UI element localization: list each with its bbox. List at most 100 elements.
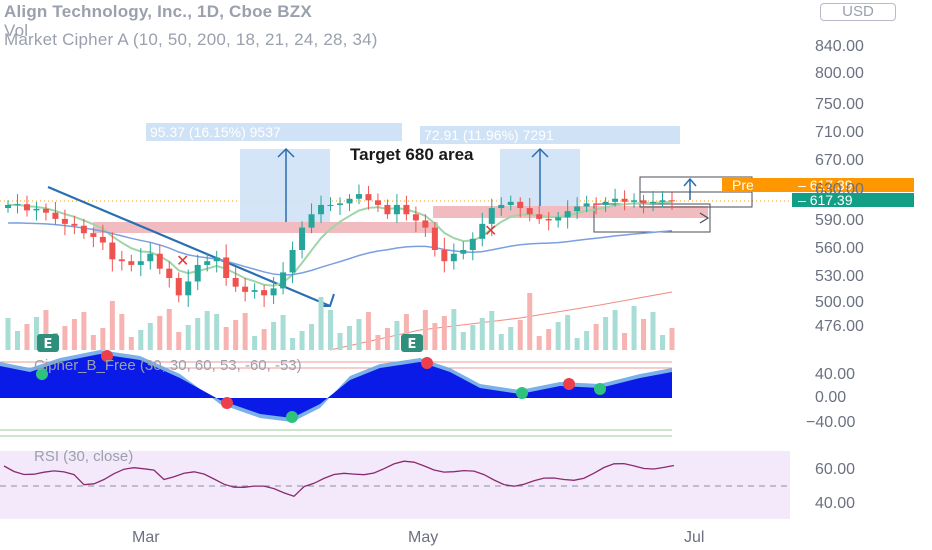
rsi-band [0, 451, 790, 519]
volume-bar [147, 323, 153, 350]
candle-body [555, 217, 562, 221]
candle-body [488, 208, 495, 224]
volume-bar [574, 338, 580, 350]
cipher-b-label: Cipher_B_Free (30, 30, 60, 53, -60, -53) [34, 357, 302, 374]
rsi-label: RSI (30, close) [34, 448, 134, 465]
volume-bar [660, 335, 666, 350]
candle-body [99, 236, 106, 243]
month-label-jul: Jul [684, 529, 705, 546]
price-axis-label: 476.00 [815, 318, 864, 335]
volume-bar [593, 324, 599, 350]
volume-bar [451, 309, 457, 350]
candle-body [337, 203, 343, 205]
volume-bar [290, 338, 296, 350]
candle-body [175, 278, 182, 296]
volume-bar [489, 311, 495, 350]
candle-body [194, 264, 201, 282]
candle-body [640, 200, 647, 204]
candle-body [479, 223, 486, 239]
volume-bar [432, 323, 438, 350]
volume-bar [299, 331, 305, 350]
candle-body [631, 200, 638, 202]
candle-body [650, 201, 657, 204]
candle-body [156, 253, 163, 269]
candle-body [308, 214, 315, 228]
volume-bar [641, 319, 647, 350]
earnings-marker-2[interactable]: E [401, 334, 423, 352]
candle-body [393, 204, 400, 215]
volume-bar [223, 327, 229, 350]
volume-bars [5, 293, 675, 350]
candle-body [23, 204, 30, 211]
candle-body [242, 286, 249, 292]
volume-bar [119, 314, 125, 350]
candle-body [137, 261, 144, 265]
volume-bar [90, 335, 96, 350]
candle-body [498, 204, 505, 209]
volume-bar [214, 314, 220, 350]
candle-body [185, 281, 192, 296]
volume-bar [24, 324, 30, 350]
candle-body [412, 214, 419, 221]
price-axis-label: 670.00 [815, 152, 864, 169]
cipher-wave-dark [0, 354, 672, 418]
candle-body [33, 208, 40, 211]
candle-body [270, 288, 277, 296]
price-axis-label: 500.00 [815, 294, 864, 311]
pre-price-tag: – 617.39 [792, 178, 914, 192]
volume-bar [71, 319, 77, 350]
volume-bar [195, 318, 201, 350]
candle-body [450, 253, 457, 262]
volume-bar [527, 293, 533, 350]
candle-body [517, 201, 524, 209]
candle-body [280, 272, 287, 289]
candle-body [422, 220, 429, 228]
target-label: Target 680 area [350, 145, 474, 164]
candle-body [109, 242, 116, 260]
candle-body [403, 204, 410, 215]
price-axis-label: 750.00 [815, 96, 864, 113]
month-label-mar: Mar [132, 529, 160, 546]
month-label-may: May [408, 529, 439, 546]
candle-body [574, 206, 581, 212]
candle-body [118, 259, 125, 262]
candle-body [90, 233, 97, 237]
volume-bar [261, 329, 267, 350]
volume-bar [546, 329, 552, 350]
measure-rect-left [240, 149, 330, 222]
earnings-marker-1[interactable]: E [37, 334, 59, 352]
volume-bar [128, 337, 134, 350]
measure-label-left: 95.37 (16.15%) 9537 [146, 123, 402, 141]
volume-bar [584, 331, 590, 350]
rsi-line [3, 460, 675, 498]
candle-body [526, 208, 533, 215]
candle-body [659, 200, 666, 202]
cipher-axis-label: 40.00 [815, 366, 856, 383]
currency-select[interactable]: USD [820, 3, 896, 21]
volume-bar [185, 325, 191, 350]
volume-bar [565, 315, 571, 350]
volume-bar [43, 310, 49, 350]
candle-body [251, 290, 258, 292]
candle-body [14, 204, 21, 206]
cipher-axis-label: −40.00 [806, 414, 856, 431]
ma-fast [7, 200, 673, 287]
candle-body [232, 278, 239, 287]
candle-body [612, 198, 619, 202]
candle-body [166, 268, 173, 278]
candle-body [384, 204, 391, 215]
cipher-dot-red [101, 350, 113, 362]
rsi-axis-label: 60.00 [815, 461, 856, 478]
volume-bar [328, 310, 334, 350]
volume-bar [460, 332, 466, 350]
candle-body [602, 201, 609, 205]
candle-body [536, 214, 543, 219]
candle-body [460, 250, 467, 254]
volume-bar [81, 312, 87, 350]
cipher-axis-label: 0.00 [815, 389, 847, 406]
volume-bar [508, 327, 514, 350]
candle-body [289, 250, 296, 273]
volume-bar [138, 330, 144, 350]
